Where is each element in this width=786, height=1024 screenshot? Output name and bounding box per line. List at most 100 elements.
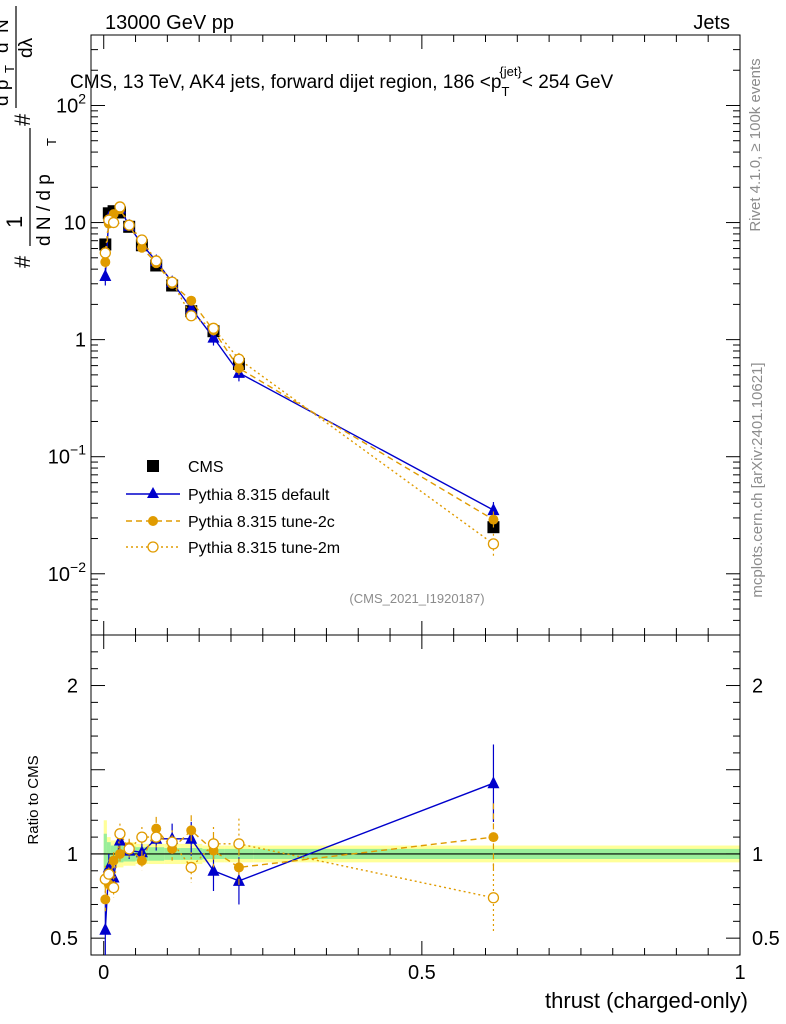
ylabel-one: 1 xyxy=(2,216,27,228)
x-tick-label: 0 xyxy=(98,962,109,984)
main-title: CMS, 13 TeV, AK4 jets, forward dijet reg… xyxy=(70,64,614,99)
title-sub: T xyxy=(501,84,509,99)
legend-entry-cms: CMS xyxy=(147,459,224,476)
series-pythia-8-315-tune-2m xyxy=(99,818,500,932)
data-point xyxy=(99,922,112,935)
data-point xyxy=(166,836,178,848)
ylabel-dp: d p xyxy=(0,80,13,106)
y-tick-label-exp: −2 xyxy=(70,559,86,575)
data-point xyxy=(487,892,500,904)
data-point xyxy=(185,310,197,322)
legend-label-tune2m: Pythia 8.315 tune-2m xyxy=(188,540,340,557)
data-point xyxy=(207,863,220,876)
data-point xyxy=(233,862,244,873)
data-point xyxy=(488,514,499,525)
data-point xyxy=(487,776,500,789)
y-tick-label-exp: −1 xyxy=(70,442,86,458)
data-point xyxy=(136,242,147,253)
data-point xyxy=(488,832,499,843)
ratio-frame xyxy=(90,634,741,956)
ylabel-dlambda: dλ xyxy=(16,37,37,58)
ratio-y-tick-label-left: 0.5 xyxy=(50,928,78,950)
ylabel-t-sub-1: T xyxy=(44,138,59,146)
legend: CMS Pythia 8.315 default Pythia 8.315 tu… xyxy=(126,459,340,557)
series-line-pythia-8-315-tune-2c xyxy=(104,208,494,521)
ratio-panel: 0.5 0.5 1 1 2 2 0 0.5 1 Ratio to CMS thrust (cha… xyxy=(25,634,780,1013)
data-point xyxy=(150,255,162,267)
data-point xyxy=(136,831,148,843)
data-point xyxy=(100,894,111,905)
data-point xyxy=(233,363,244,374)
ratio-y-tick-label-right: 1 xyxy=(752,844,763,866)
ylabel-t-sub-2: T xyxy=(2,65,17,73)
ylabel-d: d xyxy=(0,42,13,53)
x-tick-label: 0.5 xyxy=(408,962,436,984)
legend-marker-cms xyxy=(147,460,159,472)
ratio-ylabel: Ratio to CMS xyxy=(25,755,42,844)
main-series xyxy=(99,201,500,557)
ratio-y-tick-label-left: 2 xyxy=(67,676,78,698)
data-point xyxy=(185,301,198,314)
data-point xyxy=(151,823,162,834)
ylabel-hash-1: # xyxy=(10,255,35,268)
data-point xyxy=(107,216,120,229)
data-point xyxy=(99,238,112,251)
title-main: CMS, 13 TeV, AK4 jets, forward dijet reg… xyxy=(70,72,501,93)
main-ylabel: # 1 d N / d p T # d p T d 2 N dλ xyxy=(0,6,59,268)
data-point xyxy=(99,268,112,281)
legend-marker-tune2m xyxy=(147,541,159,553)
data-point xyxy=(487,503,500,516)
series-line-pythia-8-315-tune-2m xyxy=(104,831,494,899)
legend-entry-tune2c: Pythia 8.315 tune-2c xyxy=(126,514,335,531)
data-point xyxy=(114,828,126,840)
legend-entry-default: Pythia 8.315 default xyxy=(126,487,330,504)
legend-marker-default xyxy=(147,487,159,498)
data-point xyxy=(487,538,500,550)
data-point xyxy=(123,219,135,231)
y-tick-label: 10−2 xyxy=(48,559,86,586)
ylabel-dndpt: d N / d p xyxy=(34,174,55,246)
data-point xyxy=(185,861,197,874)
data-point xyxy=(166,276,178,288)
data-point xyxy=(114,201,126,213)
y-tick-label: 102 xyxy=(56,90,86,117)
data-point xyxy=(136,234,148,246)
series-pythia-8-315-default xyxy=(99,201,500,520)
ylabel-sup-2: 2 xyxy=(0,34,1,41)
title-sup: {jet} xyxy=(499,64,522,79)
title-tail: < 254 GeV xyxy=(522,72,614,93)
data-point xyxy=(186,295,197,306)
y-tick-label-base: 10 xyxy=(48,447,70,469)
y-tick-label-base: 10 xyxy=(56,95,78,117)
analysis-watermark: (CMS_2021_I1920187) xyxy=(349,591,484,606)
data-point xyxy=(99,247,111,259)
data-point xyxy=(207,322,220,334)
legend-label-tune2c: Pythia 8.315 tune-2c xyxy=(188,514,335,531)
ratio-y-tick-label-left: 1 xyxy=(67,844,78,866)
x-tick-label: 1 xyxy=(734,962,745,984)
rivet-version-label: Rivet 4.1.0, ≥ 100k events xyxy=(747,58,764,231)
data-point xyxy=(107,881,120,894)
y-tick-label: 10 xyxy=(64,213,86,235)
legend-label-default: Pythia 8.315 default xyxy=(188,487,330,504)
legend-label-cms: CMS xyxy=(188,459,224,476)
data-point xyxy=(186,825,197,836)
ratio-y-tick-label-right: 0.5 xyxy=(752,928,780,950)
data-point xyxy=(233,353,245,365)
y-tick-label: 1 xyxy=(75,330,86,352)
data-point xyxy=(233,838,245,850)
y-tick-label-exp: 2 xyxy=(78,90,86,106)
series-pythia-8-315-tune-2m xyxy=(99,201,500,557)
energy-label: 13000 GeV pp xyxy=(105,12,234,34)
mcplots-label: mcplots.cern.ch [arXiv:2401.10621] xyxy=(749,362,766,597)
y-tick-label: 10−1 xyxy=(48,442,86,469)
series-line-pythia-8-315-default xyxy=(104,207,494,511)
legend-entry-tune2m: Pythia 8.315 tune-2m xyxy=(126,540,340,557)
legend-marker-tune2c xyxy=(148,516,158,526)
data-point xyxy=(100,257,111,268)
ratio-y-tick-label-right: 2 xyxy=(752,676,763,698)
data-point xyxy=(136,855,147,866)
